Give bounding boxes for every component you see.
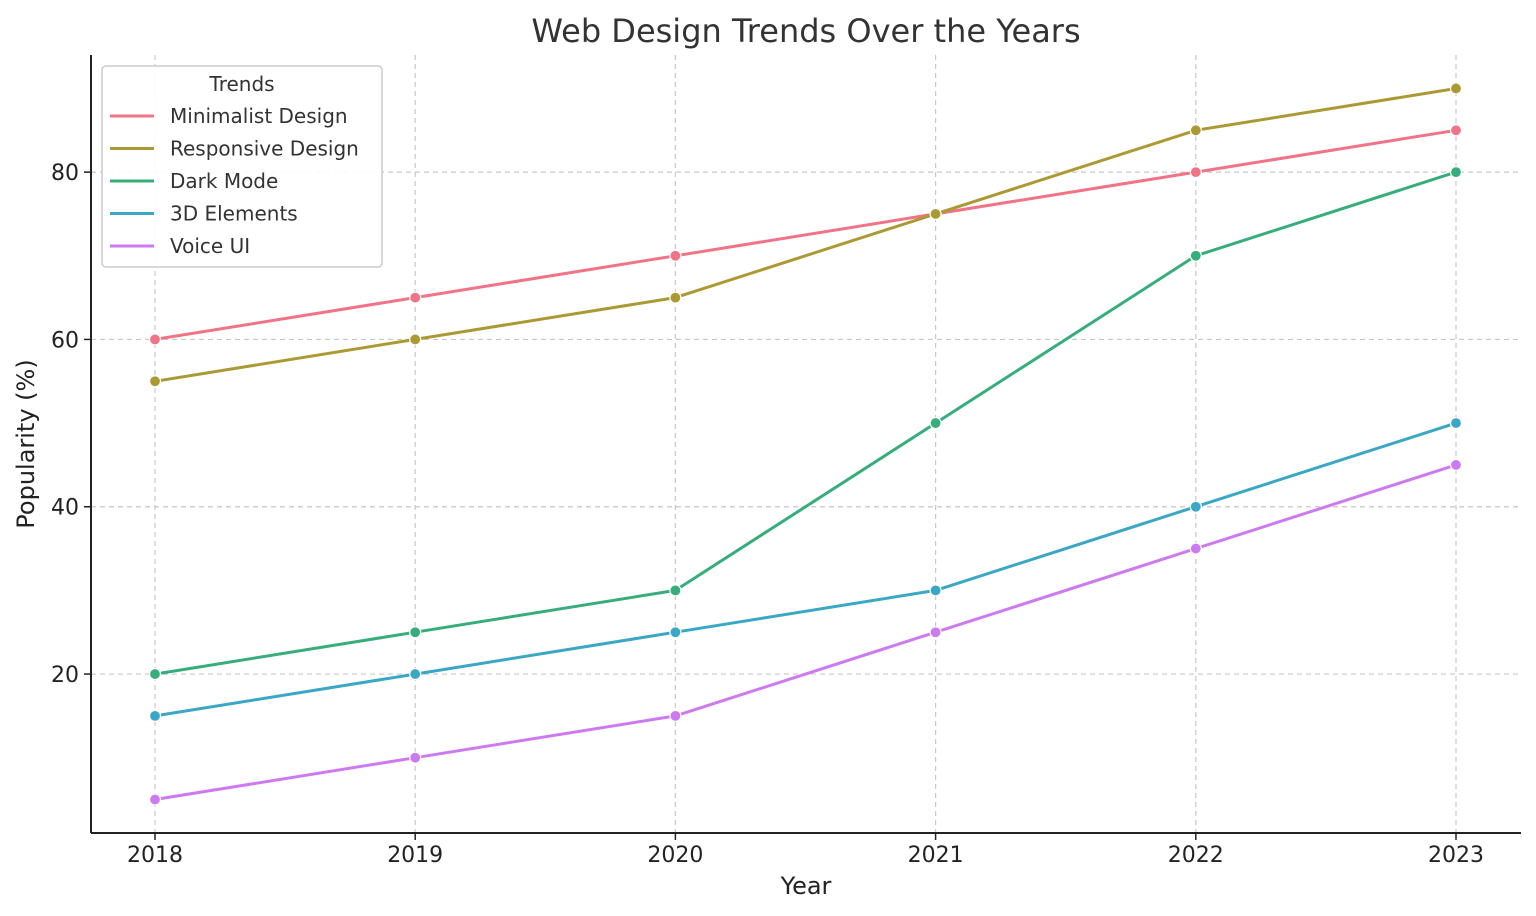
- legend-item-dark-mode: Dark Mode: [110, 169, 278, 193]
- series-line-voice-ui: [154, 463, 1457, 801]
- series-line-3d-elements: [154, 421, 1457, 718]
- x-tick-label: 2020: [647, 843, 703, 868]
- series-line-responsive-design: [154, 87, 1457, 383]
- data-point-3d-elements: [148, 709, 162, 722]
- series-line-dark-mode: [154, 170, 1457, 676]
- data-point-voice-ui: [148, 793, 162, 806]
- legend-label: Responsive Design: [170, 137, 359, 161]
- data-point-3d-elements: [1449, 416, 1463, 430]
- y-tick-label: 20: [51, 663, 79, 688]
- ticks-layer: 2018 2019 2020 2021 2022 2023 20 40 60 80: [51, 161, 1484, 868]
- legend-item-responsive-design: Responsive Design: [110, 137, 359, 161]
- data-point-voice-ui: [929, 626, 942, 639]
- legend: Trends Minimalist Design Responsive Desig…: [101, 65, 383, 268]
- series-line-minimalist-design: [154, 128, 1457, 341]
- data-point-dark-mode: [669, 584, 682, 597]
- data-point-dark-mode: [1189, 249, 1202, 262]
- data-point-dark-mode: [148, 667, 162, 681]
- y-tick-label: 40: [51, 496, 79, 521]
- series-layer: [148, 82, 1463, 806]
- x-tick-label: 2018: [127, 843, 183, 868]
- legend-item-3d-elements: 3D Elements: [110, 202, 298, 226]
- data-point-3d-elements: [669, 626, 682, 639]
- x-tick-label: 2019: [387, 843, 443, 868]
- y-tick-label: 60: [51, 328, 79, 353]
- data-point-3d-elements: [409, 667, 422, 681]
- data-point-dark-mode: [929, 416, 942, 430]
- legend-items: Minimalist Design Responsive Design Dark M…: [110, 104, 359, 258]
- data-point-responsive-design: [1449, 82, 1463, 95]
- legend-item-voice-ui: Voice UI: [110, 234, 250, 258]
- data-point-voice-ui: [669, 709, 682, 722]
- data-point-minimalist-design: [148, 333, 162, 346]
- x-axis-label: Year: [780, 872, 832, 900]
- x-tick-label: 2021: [908, 843, 964, 868]
- series-responsive-design: [148, 82, 1463, 388]
- data-point-responsive-design: [929, 207, 942, 221]
- data-point-responsive-design: [669, 291, 682, 304]
- x-tick-label: 2022: [1168, 843, 1224, 868]
- y-tick-label: 80: [51, 161, 79, 186]
- legend-title: Trends: [208, 72, 274, 96]
- data-point-dark-mode: [409, 626, 422, 639]
- axes-layer: [90, 55, 1521, 834]
- data-point-minimalist-design: [409, 291, 422, 304]
- data-point-minimalist-design: [1449, 124, 1463, 137]
- data-point-minimalist-design: [1189, 166, 1202, 179]
- data-point-minimalist-design: [669, 249, 682, 262]
- x-tick-label: 2023: [1428, 843, 1484, 868]
- y-axis-label: Popularity (%): [12, 359, 40, 528]
- data-point-responsive-design: [148, 375, 162, 388]
- series-voice-ui: [148, 458, 1463, 806]
- series-dark-mode: [148, 166, 1463, 681]
- legend-item-minimalist-design: Minimalist Design: [110, 104, 348, 128]
- data-point-responsive-design: [1189, 124, 1202, 137]
- chart-title: Web Design Trends Over the Years: [531, 12, 1080, 50]
- legend-box: [101, 65, 383, 268]
- legend-label: Voice UI: [170, 234, 250, 258]
- data-point-3d-elements: [1189, 500, 1202, 513]
- data-point-dark-mode: [1449, 166, 1463, 179]
- data-point-3d-elements: [929, 584, 942, 597]
- data-point-voice-ui: [409, 751, 422, 764]
- series-3d-elements: [148, 416, 1463, 722]
- series-minimalist-design: [148, 124, 1463, 346]
- legend-label: 3D Elements: [170, 202, 298, 226]
- data-point-responsive-design: [409, 333, 422, 346]
- legend-label: Dark Mode: [170, 169, 278, 193]
- data-point-voice-ui: [1449, 458, 1463, 472]
- legend-label: Minimalist Design: [170, 104, 348, 128]
- data-point-voice-ui: [1189, 542, 1202, 555]
